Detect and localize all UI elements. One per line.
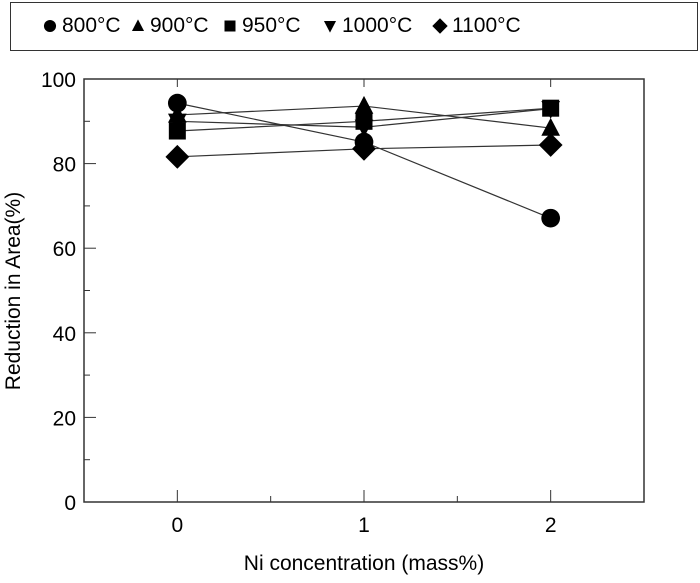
y-axis-title: Reduction in Area(%) bbox=[2, 192, 25, 390]
data-point-square bbox=[168, 122, 186, 140]
data-point-square bbox=[355, 112, 373, 130]
legend-label: 1000°C bbox=[342, 14, 413, 37]
legend-marker bbox=[323, 21, 337, 33]
legend-item: 1100°C bbox=[431, 12, 521, 40]
data-point-circle bbox=[541, 208, 561, 228]
x-tick-label: 2 bbox=[545, 514, 557, 537]
data-point-triangle-up bbox=[541, 117, 561, 136]
legend-marker-circle-icon bbox=[43, 19, 57, 33]
y-tick-label: 60 bbox=[53, 238, 76, 261]
data-point-triangle-up bbox=[354, 95, 374, 114]
legend-item: 800°C bbox=[41, 12, 121, 40]
y-tick-label: 80 bbox=[53, 154, 76, 177]
y-tick-label: 0 bbox=[64, 492, 76, 515]
data-point-circle bbox=[354, 132, 374, 152]
x-tick-label: 1 bbox=[358, 514, 370, 537]
legend-marker bbox=[224, 20, 236, 32]
data-point-diamond bbox=[165, 144, 190, 169]
x-axis-title: Ni concentration (mass%) bbox=[244, 552, 484, 575]
legend-marker bbox=[43, 19, 57, 33]
legend-marker-square-icon bbox=[224, 20, 236, 32]
legend-label: 800°C bbox=[62, 14, 121, 37]
legend-marker bbox=[432, 18, 448, 34]
legend: 800°C 900°C 950°C 1000°C 1100°C bbox=[10, 2, 698, 51]
data-point-circle bbox=[167, 93, 187, 113]
series-markers bbox=[165, 93, 563, 228]
data-point-diamond bbox=[538, 133, 563, 157]
y-tick-label: 20 bbox=[53, 407, 76, 430]
legend-marker-diamond-icon bbox=[432, 18, 448, 34]
legend-label: 900°C bbox=[150, 14, 209, 37]
x-tick-label: 0 bbox=[171, 514, 183, 537]
data-point-square bbox=[542, 99, 560, 117]
legend-marker-triangle-up-icon bbox=[131, 19, 145, 31]
legend-item: 900°C bbox=[129, 12, 209, 40]
axes: 0 20 40 60 80 100 0 1 2 bbox=[41, 69, 645, 537]
legend-item: 950°C bbox=[221, 12, 301, 40]
y-tick-label: 100 bbox=[41, 69, 76, 92]
legend-marker bbox=[131, 19, 145, 31]
legend-marker-triangle-down-icon bbox=[323, 21, 337, 33]
data-point-triangle-up bbox=[167, 104, 187, 123]
legend-label: 950°C bbox=[242, 14, 301, 37]
y-tick-label: 40 bbox=[53, 323, 76, 346]
legend-label: 1100°C bbox=[452, 14, 521, 37]
legend-item: 1000°C bbox=[321, 12, 412, 40]
